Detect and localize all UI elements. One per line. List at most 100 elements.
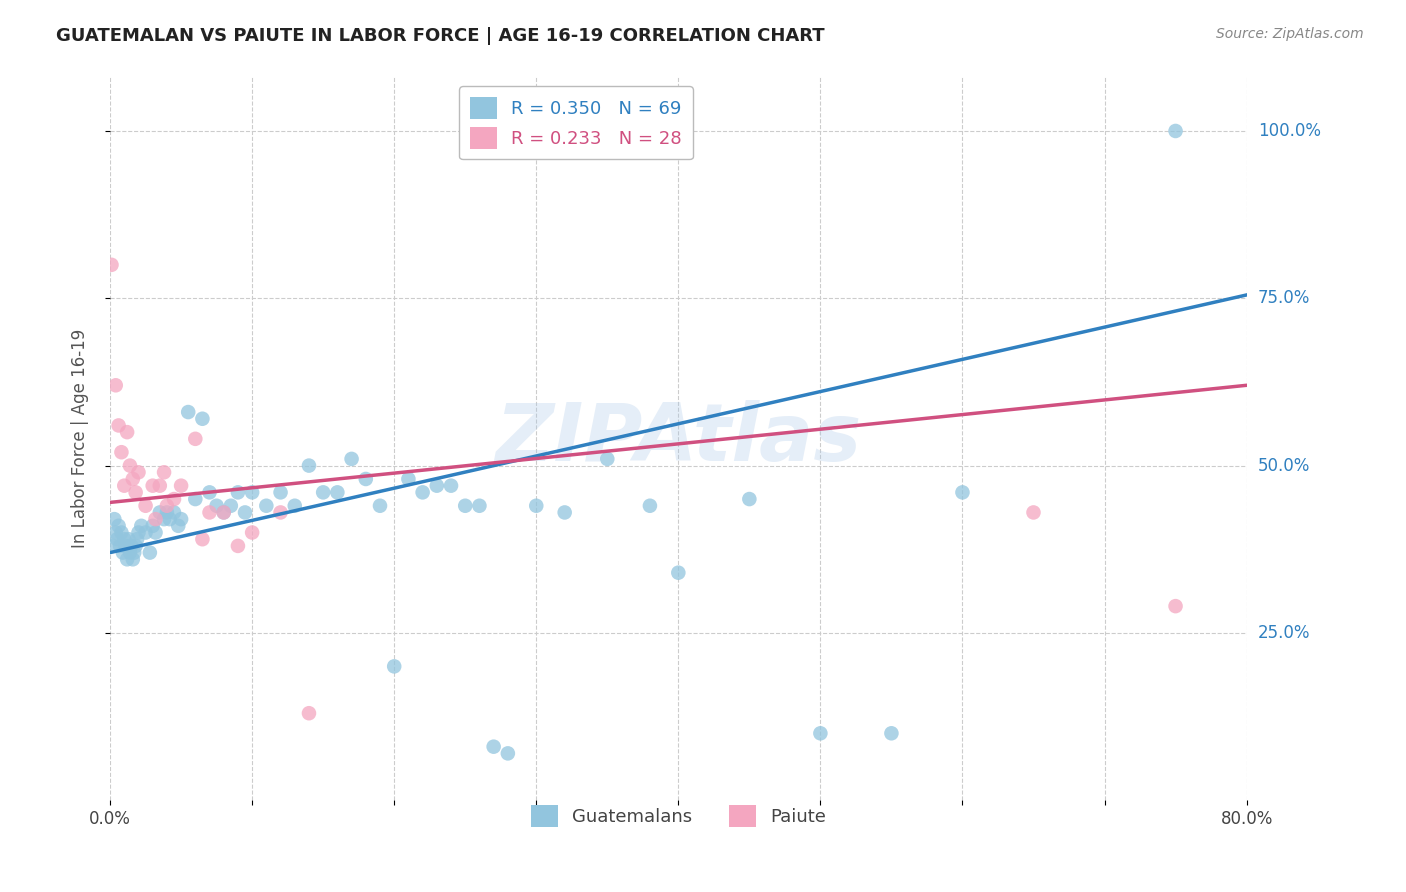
Point bbox=[440, 478, 463, 492]
Point bbox=[105, 533, 128, 547]
Point bbox=[110, 525, 132, 540]
Point bbox=[153, 512, 176, 526]
Point bbox=[284, 499, 307, 513]
Point bbox=[120, 539, 142, 553]
Point bbox=[340, 451, 363, 466]
Text: 100.0%: 100.0% bbox=[1258, 122, 1320, 140]
Text: GUATEMALAN VS PAIUTE IN LABOR FORCE | AGE 16-19 CORRELATION CHART: GUATEMALAN VS PAIUTE IN LABOR FORCE | AG… bbox=[56, 27, 825, 45]
Text: 50.0%: 50.0% bbox=[1258, 457, 1310, 475]
Point bbox=[177, 405, 200, 419]
Point bbox=[1164, 124, 1187, 138]
Point bbox=[212, 505, 235, 519]
Point bbox=[145, 525, 167, 540]
Text: 75.0%: 75.0% bbox=[1258, 289, 1310, 307]
Point bbox=[117, 533, 139, 547]
Point bbox=[111, 546, 134, 560]
Point bbox=[738, 491, 761, 506]
Point bbox=[104, 378, 127, 392]
Point bbox=[156, 505, 179, 519]
Point bbox=[121, 472, 143, 486]
Point bbox=[454, 499, 477, 513]
Point bbox=[638, 499, 661, 513]
Point bbox=[298, 458, 321, 473]
Point bbox=[112, 533, 135, 547]
Point bbox=[127, 525, 149, 540]
Point bbox=[596, 451, 619, 466]
Point bbox=[108, 539, 131, 553]
Point bbox=[170, 478, 193, 492]
Point bbox=[312, 485, 335, 500]
Point bbox=[1022, 505, 1045, 519]
Point bbox=[1164, 599, 1187, 614]
Point bbox=[226, 539, 249, 553]
Point bbox=[118, 546, 141, 560]
Point bbox=[145, 512, 167, 526]
Point bbox=[135, 499, 157, 513]
Point bbox=[139, 546, 162, 560]
Point bbox=[184, 432, 207, 446]
Point bbox=[482, 739, 505, 754]
Point bbox=[396, 472, 419, 486]
Point bbox=[104, 525, 127, 540]
Point bbox=[240, 485, 263, 500]
Point bbox=[153, 465, 176, 479]
Point bbox=[198, 505, 221, 519]
Point bbox=[124, 539, 146, 553]
Point bbox=[142, 518, 165, 533]
Point bbox=[524, 499, 547, 513]
Point bbox=[219, 499, 242, 513]
Point bbox=[107, 518, 129, 533]
Point bbox=[412, 485, 434, 500]
Point bbox=[118, 458, 141, 473]
Point bbox=[110, 445, 132, 459]
Point bbox=[115, 425, 138, 439]
Point bbox=[149, 478, 172, 492]
Point bbox=[212, 505, 235, 519]
Legend: Guatemalans, Paiute: Guatemalans, Paiute bbox=[523, 798, 834, 835]
Point bbox=[122, 546, 145, 560]
Point bbox=[326, 485, 349, 500]
Point bbox=[149, 505, 172, 519]
Point bbox=[112, 478, 135, 492]
Point bbox=[156, 499, 179, 513]
Text: Source: ZipAtlas.com: Source: ZipAtlas.com bbox=[1216, 27, 1364, 41]
Point bbox=[107, 418, 129, 433]
Point bbox=[125, 533, 148, 547]
Point bbox=[298, 706, 321, 721]
Point bbox=[142, 478, 165, 492]
Point bbox=[368, 499, 391, 513]
Point bbox=[226, 485, 249, 500]
Point bbox=[163, 491, 186, 506]
Point bbox=[100, 258, 122, 272]
Point bbox=[270, 485, 292, 500]
Point bbox=[198, 485, 221, 500]
Point bbox=[191, 411, 214, 425]
Point bbox=[240, 525, 263, 540]
Y-axis label: In Labor Force | Age 16-19: In Labor Force | Age 16-19 bbox=[72, 329, 89, 549]
Point bbox=[191, 533, 214, 547]
Point bbox=[205, 499, 228, 513]
Point bbox=[666, 566, 689, 580]
Point bbox=[233, 505, 256, 519]
Text: 25.0%: 25.0% bbox=[1258, 624, 1310, 642]
Point bbox=[103, 512, 125, 526]
Point bbox=[382, 659, 405, 673]
Point bbox=[426, 478, 449, 492]
Point bbox=[135, 525, 157, 540]
Point bbox=[354, 472, 377, 486]
Point bbox=[167, 518, 190, 533]
Point bbox=[124, 485, 146, 500]
Point bbox=[131, 518, 153, 533]
Point bbox=[170, 512, 193, 526]
Point bbox=[554, 505, 576, 519]
Point bbox=[808, 726, 831, 740]
Point bbox=[101, 539, 124, 553]
Point bbox=[114, 539, 136, 553]
Point bbox=[468, 499, 491, 513]
Point bbox=[163, 505, 186, 519]
Point bbox=[127, 465, 149, 479]
Text: ZIPAtlas: ZIPAtlas bbox=[495, 400, 862, 478]
Point bbox=[952, 485, 974, 500]
Point bbox=[121, 552, 143, 566]
Point bbox=[496, 747, 519, 761]
